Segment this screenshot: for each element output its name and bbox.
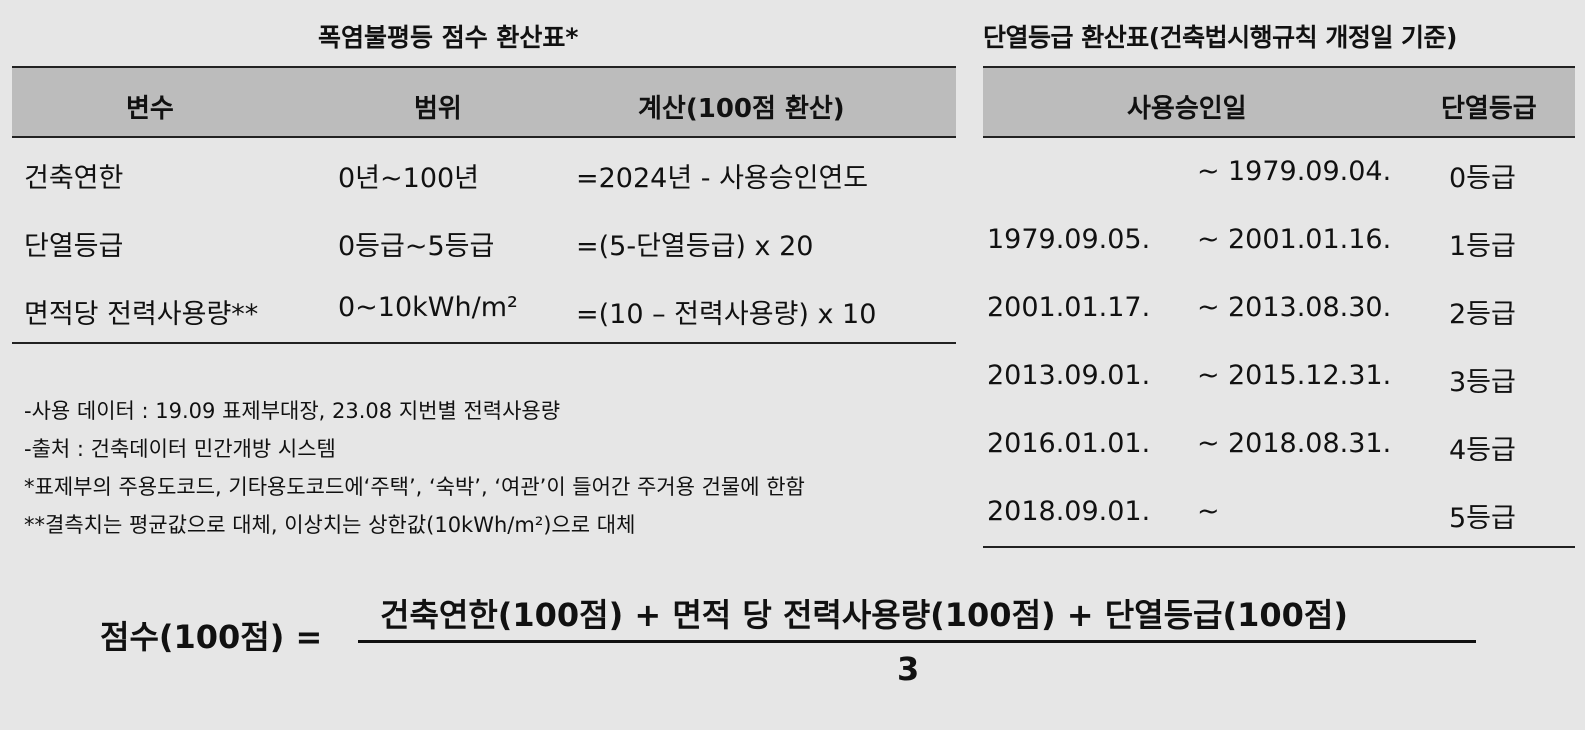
table-header-row: 사용승인일 단열등급 — [983, 68, 1575, 138]
cell-start-date: 2013.09.01. — [987, 360, 1151, 391]
table-row: 건축연한 0년~100년 =2024년 - 사용승인연도 — [12, 138, 956, 206]
cell-tilde: ~ — [1197, 496, 1220, 527]
cell-end-date: 2015.12.31. — [1228, 360, 1392, 391]
cell-range: 0등급~5등급 — [338, 231, 495, 262]
left-table-title: 폭염불평등 점수 환산표* — [318, 23, 579, 52]
cell-start-date: 2001.01.17. — [987, 292, 1151, 323]
cell-variable: 건축연한 — [24, 163, 124, 194]
table-row: 2016.01.01. ~ 2018.08.31. 4등급 — [983, 410, 1575, 478]
formula-lhs: 점수(100점) = — [100, 618, 323, 656]
table-bottom-rule — [983, 546, 1575, 548]
table-row: 면적당 전력사용량** 0~10kWh/m² =(10 – 전력사용량) x 1… — [12, 274, 956, 342]
table-top-rule — [983, 66, 1575, 68]
cell-end-date: 2018.08.31. — [1228, 428, 1392, 459]
cell-tilde: ~ — [1197, 292, 1220, 323]
header-range: 범위 — [414, 94, 462, 124]
table-row: ~ 1979.09.04. 0등급 — [983, 138, 1575, 206]
table-top-rule — [12, 66, 956, 68]
cell-grade: 1등급 — [1449, 231, 1516, 262]
table-header-row: 변수 범위 계산(100점 환산) — [12, 68, 956, 138]
cell-start-date: 2016.01.01. — [987, 428, 1151, 459]
table-row: 단열등급 0등급~5등급 =(5-단열등급) x 20 — [12, 206, 956, 274]
note-data-source: -사용 데이터 : 19.09 표제부대장, 23.08 지번별 전력사용량 — [24, 399, 561, 423]
cell-end-date: 1979.09.04. — [1228, 156, 1392, 187]
table-row: 2018.09.01. ~ 5등급 — [983, 478, 1575, 546]
fraction-bar — [358, 640, 1476, 643]
table-row: 2001.01.17. ~ 2013.08.30. 2등급 — [983, 274, 1575, 342]
cell-tilde: ~ — [1197, 224, 1220, 255]
note-missing-values: **결측치는 평균값으로 대체, 이상치는 상한값(10kWh/m²)으로 대체 — [24, 513, 636, 537]
right-table-title: 단열등급 환산표(건축법시행규칙 개정일 기준) — [983, 23, 1457, 52]
cell-grade: 3등급 — [1449, 367, 1516, 398]
cell-tilde: ~ — [1197, 360, 1220, 391]
header-variable: 변수 — [126, 94, 174, 124]
cell-variable: 단열등급 — [24, 231, 124, 262]
cell-grade: 4등급 — [1449, 435, 1516, 466]
table-bottom-rule — [12, 342, 956, 344]
notes: -사용 데이터 : 19.09 표제부대장, 23.08 지번별 전력사용량 -… — [24, 392, 964, 544]
note-residential-filter: *표제부의 주용도코드, 기타용도코드에‘주택’, ‘숙박’, ‘여관’이 들어… — [24, 475, 805, 499]
score-conversion-table: 변수 범위 계산(100점 환산) 건축연한 0년~100년 =2024년 - … — [12, 66, 956, 344]
cell-end-date: 2001.01.16. — [1228, 224, 1392, 255]
cell-grade: 0등급 — [1449, 163, 1516, 194]
header-calculation: 계산(100점 환산) — [638, 94, 845, 124]
cell-range: 0~10kWh/m² — [338, 292, 518, 323]
table-row: 1979.09.05. ~ 2001.01.16. 1등급 — [983, 206, 1575, 274]
table-row: 2013.09.01. ~ 2015.12.31. 3등급 — [983, 342, 1575, 410]
cell-grade: 2등급 — [1449, 299, 1516, 330]
cell-range: 0년~100년 — [338, 163, 480, 194]
header-approval-date: 사용승인일 — [1127, 94, 1247, 124]
cell-calculation: =2024년 - 사용승인연도 — [576, 163, 869, 194]
formula-numerator: 건축연한(100점) + 면적 당 전력사용량(100점) + 단열등급(100… — [380, 596, 1348, 634]
cell-calculation: =(5-단열등급) x 20 — [576, 231, 814, 262]
note-origin: -출처 : 건축데이터 민간개방 시스템 — [24, 437, 336, 461]
insulation-grade-table: 사용승인일 단열등급 ~ 1979.09.04. 0등급 1979.09.05.… — [983, 66, 1575, 548]
formula-denominator: 3 — [897, 650, 920, 688]
cell-start-date: 2018.09.01. — [987, 496, 1151, 527]
score-formula: 점수(100점) = 건축연한(100점) + 면적 당 전력사용량(100점)… — [0, 584, 1585, 724]
cell-tilde: ~ — [1197, 428, 1220, 459]
cell-start-date: 1979.09.05. — [987, 224, 1151, 255]
header-insulation-grade: 단열등급 — [1441, 94, 1537, 124]
cell-grade: 5등급 — [1449, 503, 1516, 534]
cell-calculation: =(10 – 전력사용량) x 10 — [576, 299, 877, 330]
cell-variable: 면적당 전력사용량** — [24, 299, 259, 330]
cell-tilde: ~ — [1197, 156, 1220, 187]
cell-end-date: 2013.08.30. — [1228, 292, 1392, 323]
